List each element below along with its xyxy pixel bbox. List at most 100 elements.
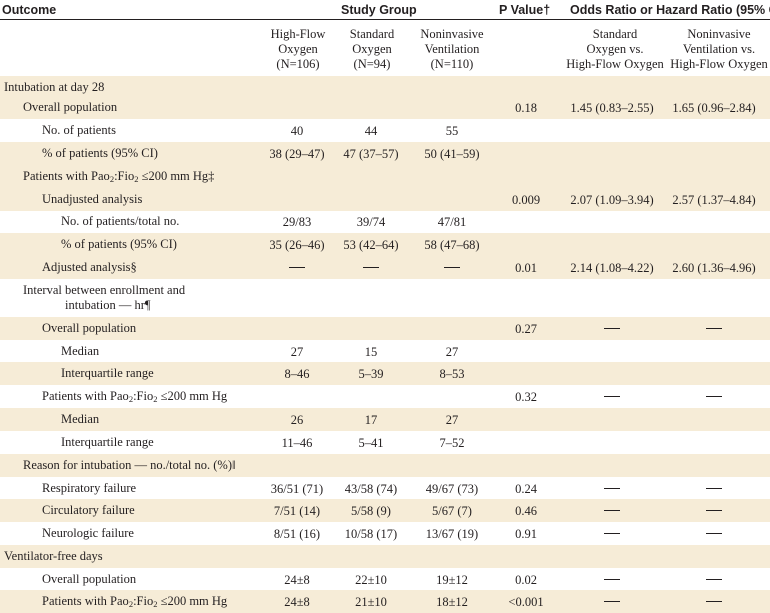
cell-p: 0.009 bbox=[511, 193, 541, 207]
cell-hfo: 11–46 bbox=[281, 436, 313, 450]
row-label: Overall population bbox=[23, 100, 118, 114]
cell-p: 0.02 bbox=[515, 573, 537, 587]
row-label: Patients with Pao2:Fio2 ≤200 mm Hg bbox=[42, 389, 228, 404]
dash-r1 bbox=[604, 579, 620, 580]
col-header-niv-vs-hfo: Noninvasive Ventilation vs. High-Flow Oxyg… bbox=[670, 27, 768, 71]
col-header-noninvasive: Noninvasive Ventilation (N=110) bbox=[420, 27, 484, 71]
cell-niv: 13/67 (19) bbox=[425, 527, 479, 541]
table-row: Ventilator-free days bbox=[0, 545, 770, 568]
table-row: No. of patients/total no. 29/83 39/74 47/81 bbox=[0, 210, 770, 233]
cell-p: 0.24 bbox=[515, 482, 537, 496]
dash-r2 bbox=[706, 396, 722, 397]
dash-r2 bbox=[706, 488, 722, 489]
row-label: % of patients (95% CI) bbox=[42, 146, 158, 160]
p-value-header: P Value† bbox=[499, 3, 551, 17]
cell-std: 17 bbox=[364, 413, 378, 427]
header-divider bbox=[0, 19, 770, 20]
table-row: Unadjusted analysis 0.009 2.07 (1.09–3.94)… bbox=[0, 188, 770, 211]
dash-r2 bbox=[706, 579, 722, 580]
cell-std: 5/58 (9) bbox=[351, 504, 391, 518]
cell-hfo: 8/51 (16) bbox=[273, 527, 321, 541]
cell-niv: 7–52 bbox=[439, 436, 465, 450]
cell-std: 39/74 bbox=[356, 215, 386, 229]
cell-hfo: 24±8 bbox=[284, 595, 310, 609]
cell-r1: 1.45 (0.83–2.55) bbox=[570, 101, 654, 115]
row-label: Median bbox=[61, 344, 100, 358]
cell-r1: 2.14 (1.08–4.22) bbox=[570, 261, 654, 275]
cell-std: 21±10 bbox=[355, 595, 387, 609]
cell-hfo: 35 (26–46) bbox=[269, 238, 325, 252]
table-row: Intubation at day 28 bbox=[0, 76, 770, 99]
table-row: Overall population 0.27 bbox=[0, 317, 770, 340]
outcome-header: Outcome bbox=[2, 3, 57, 17]
col-header-high-flow: High-Flow Oxygen (N=106) bbox=[270, 27, 326, 71]
ratio-header: Odds Ratio or Hazard Ratio (95% CI) bbox=[570, 3, 770, 17]
cell-niv: 8–53 bbox=[439, 367, 465, 381]
row-label: Overall population bbox=[42, 572, 137, 586]
dash-r2 bbox=[706, 510, 722, 511]
cell-p: 0.91 bbox=[515, 527, 537, 541]
cell-hfo: 24±8 bbox=[284, 573, 310, 587]
row-label: Interquartile range bbox=[61, 366, 154, 380]
cell-hfo: 26 bbox=[290, 413, 304, 427]
row-label: No. of patients/total no. bbox=[61, 214, 180, 228]
cell-hfo: 8–46 bbox=[284, 367, 310, 381]
cell-std: 53 (42–64) bbox=[343, 238, 399, 252]
cell-hfo: 27 bbox=[290, 345, 304, 359]
cell-niv: 49/67 (73) bbox=[425, 482, 479, 496]
dash-r1 bbox=[604, 396, 620, 397]
table-row: Patients with Pao2:Fio2 ≤200 mm Hg 0.32 bbox=[0, 385, 770, 408]
cell-p: <0.001 bbox=[508, 595, 544, 609]
table-row: Interval between enrollment and intubatio… bbox=[0, 279, 770, 317]
row-label: Median bbox=[61, 412, 100, 426]
row-label: Intubation at day 28 bbox=[4, 80, 105, 94]
table-row: Reason for intubation — no./total no. (%… bbox=[0, 454, 770, 477]
table-row: Median 26 17 27 bbox=[0, 408, 770, 431]
cell-std: 44 bbox=[364, 124, 378, 138]
row-label: Patients with Pao2:Fio2 ≤200 mm Hg‡ bbox=[23, 169, 215, 184]
cell-std: 15 bbox=[364, 345, 378, 359]
table-row: Respiratory failure 36/51 (71) 43/58 (74) 4… bbox=[0, 477, 770, 500]
cell-r2: 2.57 (1.37–4.84) bbox=[672, 193, 756, 207]
cell-hfo: 38 (29–47) bbox=[269, 147, 325, 161]
dash-r2 bbox=[706, 328, 722, 329]
table-row: No. of patients 40 44 55 bbox=[0, 119, 770, 142]
cell-std: 5–39 bbox=[358, 367, 384, 381]
cell-r1: 2.07 (1.09–3.94) bbox=[570, 193, 654, 207]
cell-std: 47 (37–57) bbox=[343, 147, 399, 161]
cell-std: 43/58 (74) bbox=[344, 482, 398, 496]
row-label: Overall population bbox=[42, 321, 137, 335]
table-row: Interquartile range 8–46 5–39 8–53 bbox=[0, 362, 770, 385]
table-row: % of patients (95% CI) 38 (29–47) 47 (37–5… bbox=[0, 142, 770, 165]
dash-r1 bbox=[604, 488, 620, 489]
row-label: Interquartile range bbox=[61, 435, 154, 449]
col-header-std-vs-hfo: Standard Oxygen vs. High-Flow Oxygen bbox=[566, 27, 664, 71]
cell-hfo: 7/51 (14) bbox=[273, 504, 321, 518]
cell-std: 22±10 bbox=[355, 573, 387, 587]
table-row: Overall population 24±8 22±10 19±12 0.02 bbox=[0, 568, 770, 591]
cell-niv: 58 (47–68) bbox=[424, 238, 480, 252]
row-label: Respiratory failure bbox=[42, 481, 137, 495]
cell-p: 0.32 bbox=[515, 390, 537, 404]
study-group-header: Study Group bbox=[341, 3, 417, 17]
cell-niv: 5/67 (7) bbox=[432, 504, 472, 518]
col-header-standard: Standard Oxygen (N=94) bbox=[349, 27, 395, 71]
row-label: Ventilator-free days bbox=[4, 549, 103, 563]
cell-std: 5–41 bbox=[358, 436, 384, 450]
table-row: % of patients (95% CI) 35 (26–46) 53 (42–6… bbox=[0, 233, 770, 256]
dash-hfo bbox=[289, 267, 305, 268]
dash-std bbox=[363, 267, 379, 268]
table-row: Neurologic failure 8/51 (16) 10/58 (17) 13/… bbox=[0, 522, 770, 545]
cell-std: 10/58 (17) bbox=[344, 527, 398, 541]
table-row: Overall population 0.18 1.45 (0.83–2.55) 1.… bbox=[0, 96, 770, 119]
dash-r1 bbox=[604, 601, 620, 602]
table-row: Patients with Pao2:Fio2 ≤200 mm Hg 24±8 21… bbox=[0, 590, 770, 613]
table-row: Median 27 15 27 bbox=[0, 340, 770, 363]
cell-p: 0.27 bbox=[515, 322, 537, 336]
dash-r1 bbox=[604, 533, 620, 534]
cell-hfo: 29/83 bbox=[282, 215, 312, 229]
table-row: Adjusted analysis§ 0.01 2.14 (1.08–4.22) 2.… bbox=[0, 256, 770, 279]
row-label: Neurologic failure bbox=[42, 526, 134, 540]
row-label: % of patients (95% CI) bbox=[61, 237, 177, 251]
cell-niv: 27 bbox=[445, 413, 459, 427]
